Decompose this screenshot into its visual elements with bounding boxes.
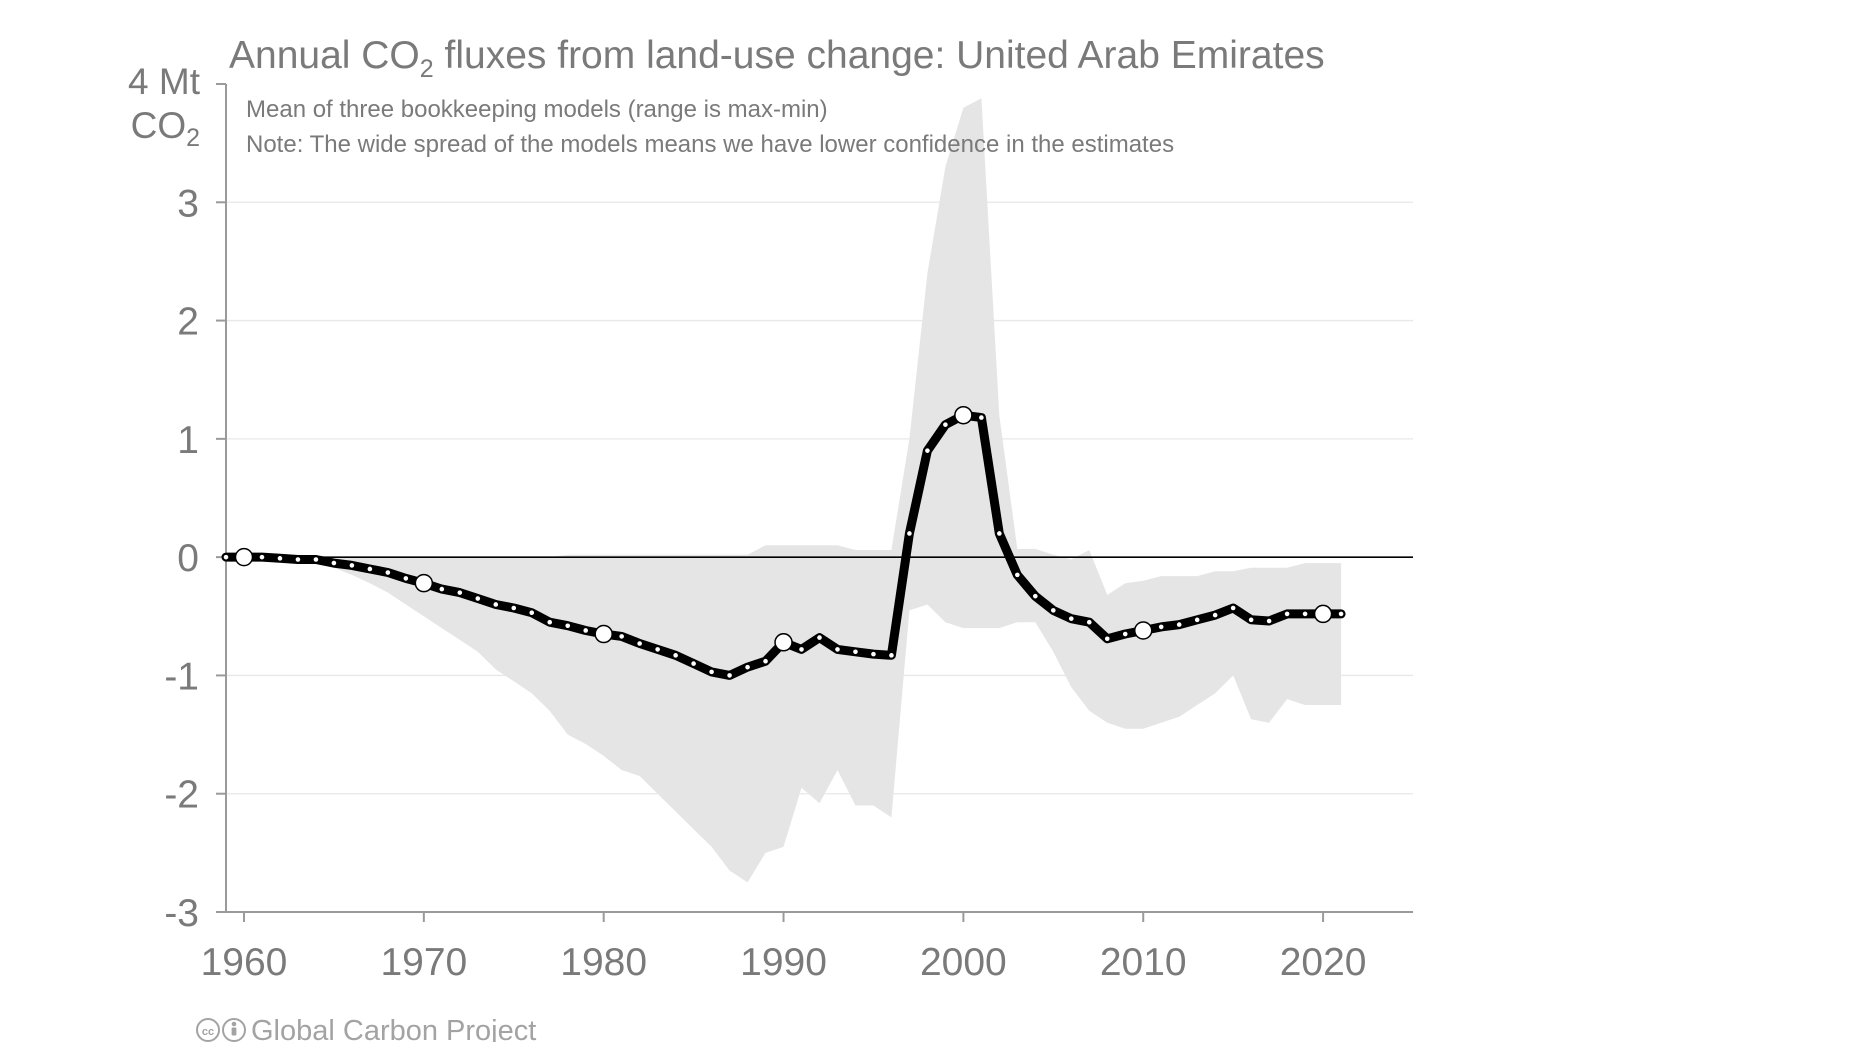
chart-title-subscript: 2 (420, 55, 434, 83)
x-tick-label: 1970 (380, 941, 467, 984)
data-point (925, 448, 930, 453)
data-point-highlight (774, 633, 793, 652)
data-point (907, 531, 912, 536)
data-point (1284, 611, 1290, 617)
data-point (1122, 631, 1128, 637)
data-point (853, 649, 858, 655)
data-point-highlight (414, 573, 434, 593)
data-point-highlight (234, 547, 254, 567)
data-point (1194, 617, 1200, 623)
data-point (1104, 636, 1110, 642)
data-point (889, 653, 894, 658)
credit: cc Global Carbon Project (196, 1015, 536, 1042)
y-unit-subscript: 2 (186, 124, 200, 152)
y-tick-label: -2 (164, 774, 199, 817)
data-point (349, 563, 355, 568)
data-point (475, 596, 481, 601)
x-tick-label: 2000 (920, 941, 1007, 984)
data-point (871, 651, 876, 657)
data-point (295, 557, 301, 562)
y-tick-label: 1 (177, 419, 199, 462)
data-point (367, 566, 373, 572)
y-tick-label: 2 (177, 301, 199, 344)
cc-icon: cc (196, 1018, 220, 1042)
data-point (1212, 612, 1218, 618)
x-tick-label: 2010 (1100, 941, 1187, 984)
chart-title: Annual CO2 fluxes from land-use change: … (229, 34, 1325, 83)
data-point (277, 556, 283, 561)
data-point (565, 623, 571, 629)
x-tick-label: 1990 (740, 941, 827, 984)
data-point (1015, 572, 1020, 578)
data-point (637, 641, 642, 646)
data-point (1051, 608, 1056, 613)
data-point (1176, 622, 1182, 627)
x-tick-label: 1980 (560, 941, 647, 984)
data-point (457, 590, 463, 595)
data-point (1033, 593, 1038, 599)
data-point (673, 653, 678, 658)
x-tick-label: 2020 (1280, 941, 1367, 984)
y-unit-line1: 4 Mt (128, 61, 201, 102)
data-point (385, 570, 391, 575)
svg-text:cc: cc (202, 1026, 214, 1038)
data-point (223, 554, 229, 560)
y-tick-label: 0 (177, 537, 199, 580)
y-tick-label: 3 (177, 182, 199, 225)
x-tick-label: 1960 (201, 941, 288, 984)
data-point (1266, 618, 1272, 624)
data-point (997, 531, 1002, 536)
y-tick-label: -1 (164, 655, 199, 698)
data-point (529, 610, 535, 616)
data-point (403, 576, 409, 581)
data-point-highlight (954, 405, 973, 425)
chart-note-2: Note: The wide spread of the models mean… (246, 131, 1174, 158)
range-area (226, 98, 1342, 883)
y-tick-label: -3 (164, 892, 199, 935)
chart-title-prefix: Annual CO (229, 34, 420, 77)
mean-series (221, 405, 1346, 680)
y-tick-labels: 3 2 1 0 -1 -2 -3 (164, 182, 199, 935)
data-point (799, 647, 804, 652)
data-point (1302, 611, 1308, 617)
data-point (943, 422, 948, 427)
model-range-band (226, 98, 1342, 883)
data-point-highlight (1313, 604, 1333, 624)
data-point (511, 605, 517, 611)
data-point (547, 619, 553, 625)
data-point (439, 586, 445, 592)
data-point (1086, 619, 1092, 625)
y-unit-line2: CO2 (131, 105, 200, 152)
y-unit-text: CO (131, 105, 187, 146)
data-point (1248, 617, 1254, 623)
data-point (259, 554, 265, 560)
data-point (763, 658, 768, 664)
chart-note-1: Mean of three bookkeeping models (range … (246, 96, 828, 123)
data-point (835, 647, 840, 652)
data-point (331, 560, 337, 566)
x-tick-labels: 1960 1970 1980 1990 2000 2010 2020 (201, 941, 1367, 984)
data-point (691, 661, 696, 666)
data-point (583, 628, 588, 633)
chart-title-suffix: fluxes from land-use change: United Arab… (434, 34, 1325, 77)
attribution-icon (222, 1018, 246, 1042)
data-point-highlight (1133, 621, 1153, 640)
data-point (1158, 624, 1164, 630)
data-point-highlight (594, 624, 613, 644)
data-point (979, 415, 984, 420)
credit-text: Global Carbon Project (251, 1015, 536, 1042)
data-point (709, 669, 714, 675)
data-point (1230, 605, 1236, 611)
data-point (313, 557, 319, 562)
data-point (745, 664, 750, 670)
data-point (619, 634, 624, 639)
data-point (1068, 616, 1074, 621)
data-point (655, 647, 660, 652)
axes (216, 83, 1413, 922)
data-point (493, 602, 499, 607)
data-point (727, 673, 732, 678)
data-point (817, 635, 822, 640)
data-point (1338, 611, 1344, 617)
